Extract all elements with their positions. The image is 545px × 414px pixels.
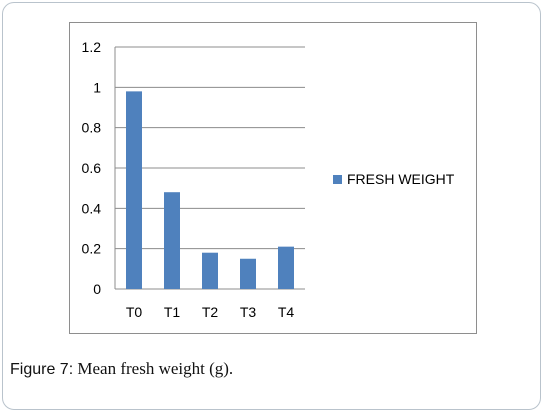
x-tick-label: T2 [202,304,219,320]
bar [164,192,180,289]
legend-swatch [333,175,342,184]
y-tick-label: 0.8 [82,120,102,136]
bar [278,246,294,289]
x-tick-label: T0 [126,304,143,320]
bar [126,91,142,289]
x-tick-label: T4 [278,304,295,320]
gridlines [114,46,305,290]
figure-caption: Figure 7: Mean fresh weight (g). [10,359,233,379]
y-tick-label: 0.6 [82,160,102,176]
y-tick-label: 0.4 [82,200,102,216]
y-tick-label: 0.2 [82,241,102,257]
y-tick-label: 1 [93,79,101,95]
y-tick-label: 1.2 [82,39,102,55]
legend-label: FRESH WEIGHT [347,171,455,187]
bar-series [126,91,294,289]
y-axis-ticks: 0 0.2 0.4 0.6 0.8 1 1.2 [82,39,102,297]
legend: FRESH WEIGHT [333,171,455,187]
x-tick-label: T3 [240,304,257,320]
y-tick-label: 0 [93,281,101,297]
x-tick-label: T1 [164,304,181,320]
caption-label: Figure 7: [10,361,74,378]
caption-text: Mean fresh weight (g). [73,359,234,378]
bar [202,252,218,289]
x-axis-ticks: T0 T1 T2 T3 T4 [126,304,295,320]
bar [240,258,256,289]
